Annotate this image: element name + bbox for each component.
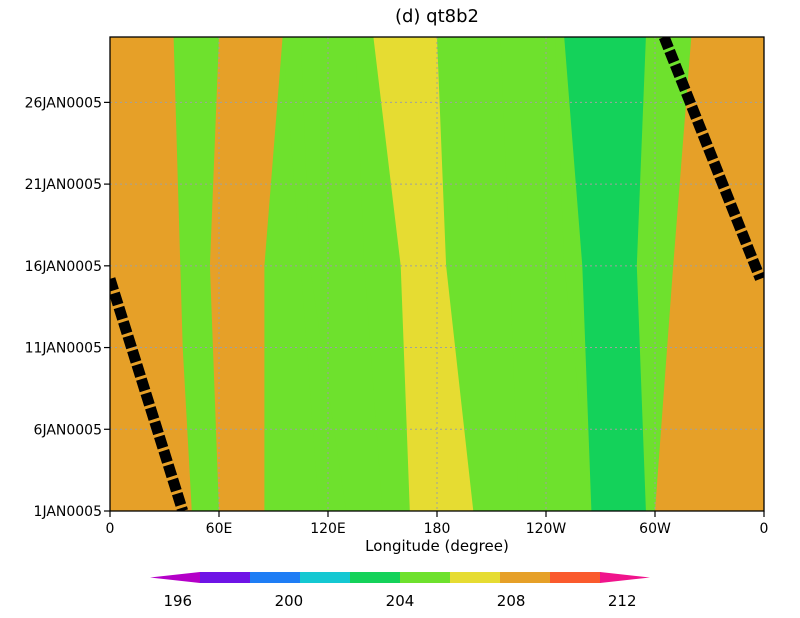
x-tick-label: 0 — [106, 521, 115, 537]
y-tick-label: 16JAN0005 — [25, 259, 102, 275]
colorbar-label: 212 — [608, 592, 637, 610]
black-lines — [110, 37, 764, 511]
band-9 — [655, 37, 764, 511]
colorbar-label: 196 — [163, 592, 192, 610]
y-tick-label: 11JAN0005 — [25, 341, 102, 357]
colorbar-swatch — [400, 572, 451, 583]
y-tick-label: 26JAN0005 — [25, 95, 102, 111]
colorbar-swatch — [200, 572, 251, 583]
diagonal-line-left — [110, 277, 188, 511]
x-tick-label: 60E — [206, 521, 233, 537]
colorbar: 196 200 204 208 212 — [150, 572, 650, 610]
band-3 — [209, 37, 283, 511]
x-tick-label: 60W — [639, 521, 671, 537]
colorbar-label: 200 — [275, 592, 304, 610]
x-axis-label: Longitude (degree) — [365, 537, 509, 555]
colorbar-swatch — [450, 572, 501, 583]
y-tick-label: 21JAN0005 — [25, 177, 102, 193]
field-bands — [110, 37, 764, 511]
colorbar-label: 204 — [386, 592, 415, 610]
grid-lines — [110, 37, 764, 511]
colorbar-swatch — [350, 572, 401, 583]
colorbar-swatch — [550, 572, 601, 583]
y-tick-label: 1JAN0005 — [34, 504, 102, 520]
band-6 — [373, 37, 474, 511]
y-tick-label: 6JAN0005 — [34, 422, 102, 438]
band-8 — [564, 37, 646, 511]
colorbar-arrow-low — [150, 572, 200, 583]
x-axis: 0 60E 120E 180 120W 60W 0 — [106, 511, 769, 537]
y-axis: 1JAN0005 6JAN0005 11JAN0005 16JAN0005 21JAN0… — [25, 95, 110, 520]
colorbar-swatch — [300, 572, 351, 583]
band-5 — [300, 37, 383, 511]
chart-title: (d) qt8b2 — [395, 6, 479, 27]
colorbar-arrow-high — [600, 572, 650, 583]
x-tick-label: 120E — [310, 521, 346, 537]
x-tick-label: 120W — [526, 521, 567, 537]
x-tick-label: 180 — [424, 521, 451, 537]
diagonal-line-right — [658, 37, 764, 281]
band-2 — [173, 37, 219, 511]
colorbar-swatch — [250, 572, 301, 583]
colorbar-label: 208 — [497, 592, 526, 610]
x-tick-label: 0 — [760, 521, 769, 537]
colorbar-swatch — [500, 572, 551, 583]
